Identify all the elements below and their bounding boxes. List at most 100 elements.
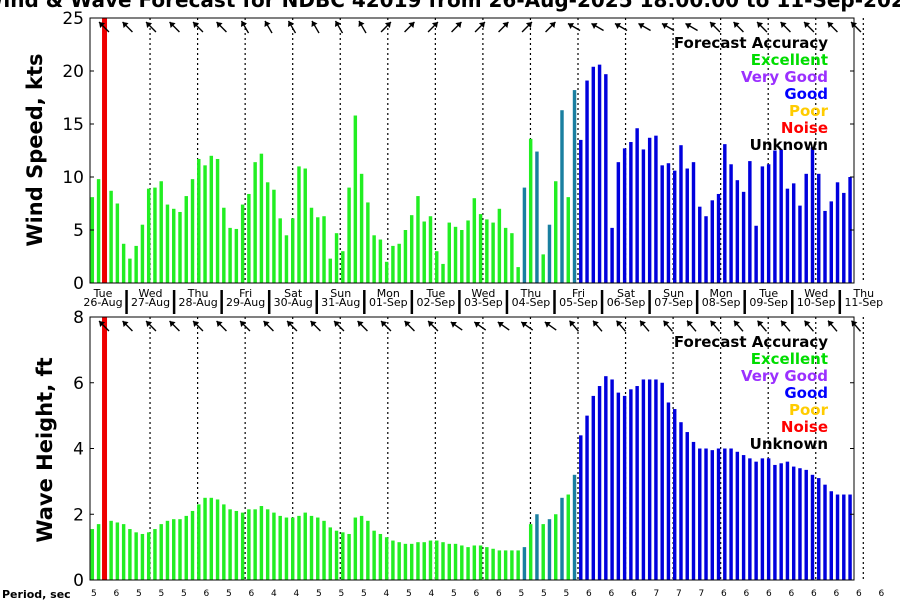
direction-arrow-icon xyxy=(450,321,463,331)
bar xyxy=(253,509,257,580)
direction-arrow-icon xyxy=(263,320,274,332)
bar xyxy=(579,139,583,283)
bar xyxy=(510,233,514,283)
bar xyxy=(297,166,301,283)
bar xyxy=(622,395,627,580)
legend-entry: Poor xyxy=(789,102,829,120)
bar xyxy=(422,542,426,580)
bar xyxy=(247,509,251,580)
bar xyxy=(735,451,740,580)
direction-arrow-icon xyxy=(334,20,344,34)
bar xyxy=(234,510,239,580)
bar xyxy=(159,524,163,580)
day-name-label: Wed xyxy=(139,287,163,300)
bar xyxy=(641,149,646,283)
bar xyxy=(491,222,495,283)
bar xyxy=(203,497,207,580)
direction-arrow-icon xyxy=(686,320,697,332)
bar xyxy=(453,226,458,283)
day-name-label: Tue xyxy=(425,287,445,300)
bar xyxy=(685,168,689,283)
direction-arrow-icon xyxy=(427,21,439,33)
y-tick-label: 10 xyxy=(62,168,84,188)
bar xyxy=(472,545,477,580)
direction-arrow-icon xyxy=(145,21,157,33)
period-value: 5 xyxy=(181,589,187,599)
bar xyxy=(660,165,664,283)
period-value: 6 xyxy=(879,589,885,599)
day-date-axis: Tue26-AugWed27-AugThu28-AugFri29-AugSat3… xyxy=(83,282,883,314)
bar xyxy=(629,389,633,580)
bar xyxy=(303,512,307,580)
bar xyxy=(791,183,796,283)
bar xyxy=(585,80,589,283)
bar xyxy=(278,218,282,283)
period-label: Period, sec xyxy=(2,588,71,600)
date-label: 06-Sep xyxy=(607,296,646,309)
bar xyxy=(804,469,808,580)
bar xyxy=(754,461,758,580)
bar xyxy=(698,448,702,580)
wave-plot-frame xyxy=(89,316,855,581)
bar xyxy=(209,497,214,580)
bar xyxy=(798,468,802,580)
bar xyxy=(835,494,840,580)
bar xyxy=(591,66,596,283)
direction-arrow-icon xyxy=(358,20,367,34)
wind-y-axis-label: Wind Speed, kts xyxy=(23,53,47,246)
bar xyxy=(184,196,188,283)
date-label: 11-Sep xyxy=(844,296,883,309)
bar xyxy=(409,215,414,283)
direction-arrow-icon xyxy=(380,21,392,33)
direction-arrow-icon xyxy=(615,320,627,332)
bar xyxy=(729,448,733,580)
bar xyxy=(309,207,314,283)
bar xyxy=(416,542,420,580)
bar xyxy=(384,261,389,283)
bar xyxy=(835,182,840,283)
bar xyxy=(691,162,696,283)
bar xyxy=(785,188,790,283)
bar xyxy=(823,484,827,580)
period-value: 5 xyxy=(339,589,345,599)
bar xyxy=(535,514,539,580)
bar xyxy=(691,441,696,580)
bar xyxy=(773,150,777,283)
legend-entry: Unknown xyxy=(750,435,828,453)
period-value: 6 xyxy=(474,589,480,599)
direction-arrow-icon xyxy=(733,21,744,33)
bar xyxy=(672,409,677,580)
bar xyxy=(253,162,257,283)
bar xyxy=(760,166,765,283)
day-name-label: Sat xyxy=(284,287,303,300)
bar xyxy=(679,422,683,580)
bar xyxy=(497,208,502,283)
period-value: 7 xyxy=(699,589,705,599)
bar xyxy=(165,520,170,580)
bar xyxy=(503,550,508,580)
bar xyxy=(760,458,765,580)
bar xyxy=(810,147,815,283)
bar xyxy=(153,529,157,580)
bar xyxy=(297,515,301,580)
bar xyxy=(184,515,188,580)
period-value: 5 xyxy=(361,589,367,599)
bar xyxy=(666,163,671,283)
period-value: 6 xyxy=(744,589,750,599)
date-label: 07-Sep xyxy=(654,296,693,309)
y-tick-label: 8 xyxy=(73,308,84,328)
direction-arrow-icon xyxy=(520,321,534,331)
legend-entry: Excellent xyxy=(751,350,828,368)
bar xyxy=(447,543,451,580)
bar xyxy=(228,227,232,283)
bar xyxy=(810,474,815,580)
bar xyxy=(121,243,126,283)
bar xyxy=(572,90,577,283)
bar xyxy=(384,537,389,580)
bar xyxy=(234,228,239,283)
bar xyxy=(547,519,552,580)
bar xyxy=(259,153,264,283)
bar xyxy=(428,216,433,283)
day-name-label: Tue xyxy=(93,287,113,300)
period-value: 6 xyxy=(204,589,210,599)
